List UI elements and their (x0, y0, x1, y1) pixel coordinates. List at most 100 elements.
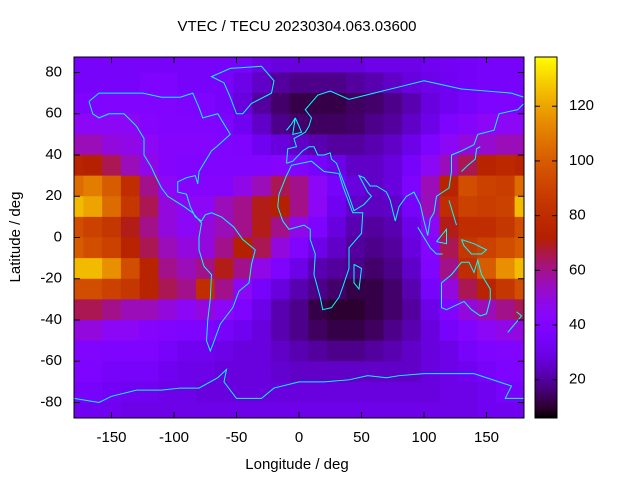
heat-cell (120, 278, 141, 300)
heat-cell (458, 361, 478, 383)
heat-cell (289, 237, 309, 259)
heat-cell (289, 57, 309, 73)
heat-cell (420, 340, 441, 362)
heat-cell (83, 216, 103, 238)
heat-cell (495, 278, 516, 300)
heat-cell (270, 361, 291, 383)
heat-cell (270, 278, 291, 300)
heat-cell (439, 299, 459, 321)
heat-cell (83, 57, 103, 73)
heat-cell (195, 320, 216, 342)
heat-cell (458, 72, 478, 94)
heat-cell (383, 278, 403, 300)
colorbar-tick-label: 60 (569, 261, 586, 278)
heat-cell (102, 216, 122, 238)
heat-cell (139, 237, 159, 259)
heat-cell (252, 278, 272, 300)
heat-cell (402, 57, 422, 73)
chart-title: VTEC / TECU 20230304.063.03600 (177, 18, 416, 35)
heat-cell (458, 320, 478, 342)
heat-cell (102, 402, 122, 418)
heat-cell (252, 381, 272, 404)
heat-cell (158, 402, 178, 418)
heat-cell (270, 216, 291, 238)
heat-cell (214, 299, 234, 321)
heat-cell (233, 134, 253, 156)
heat-cell (364, 361, 384, 383)
heat-cell (289, 278, 309, 300)
heat-cell (177, 72, 197, 94)
heat-cell (420, 196, 441, 218)
heat-cell (214, 237, 234, 259)
heat-cell (364, 216, 384, 238)
heat-cell (514, 216, 524, 238)
heat-cell (439, 258, 459, 280)
heat-cell (327, 216, 347, 238)
heat-cell (364, 154, 384, 177)
heat-cell (364, 320, 384, 342)
heat-cell (495, 72, 516, 94)
heat-cell (514, 340, 524, 362)
heat-cell (214, 402, 234, 418)
heat-cell (233, 258, 253, 280)
heat-cell (383, 154, 403, 177)
heat-cell (364, 237, 384, 259)
y-tick-label: 0 (54, 228, 62, 245)
heat-cell (195, 72, 216, 94)
heat-cell (383, 299, 403, 321)
heat-cell (458, 216, 478, 238)
heat-cell (158, 196, 178, 218)
heat-cell (102, 278, 122, 300)
y-tick-label: -60 (40, 352, 62, 369)
heat-cell (139, 299, 159, 321)
heat-cell (252, 57, 272, 73)
heat-cell (308, 361, 328, 383)
heat-cell (233, 113, 253, 135)
heat-cell (158, 381, 178, 404)
heat-cell (514, 113, 524, 135)
heat-cell (514, 196, 524, 218)
heat-cell (233, 216, 253, 238)
heat-cell (439, 361, 459, 383)
heat-cell (102, 381, 122, 404)
heat-cell (74, 134, 84, 156)
heat-cell (345, 299, 366, 321)
heat-cell (252, 340, 272, 362)
heat-cell (420, 175, 441, 197)
heat-cell (214, 258, 234, 280)
heat-cell (74, 216, 84, 238)
heat-cell (252, 320, 272, 342)
heat-cell (252, 113, 272, 135)
heat-cell (195, 196, 216, 218)
heat-cell (383, 361, 403, 383)
heat-cell (327, 72, 347, 94)
heat-cell (158, 134, 178, 156)
heat-cell (345, 113, 366, 135)
heat-cell (195, 175, 216, 197)
heat-cell (289, 216, 309, 238)
heat-cell (214, 93, 234, 115)
heat-cell (383, 258, 403, 280)
heat-cell (308, 57, 328, 73)
heat-cell (345, 134, 366, 156)
heat-cell (514, 258, 524, 280)
heat-cell (158, 113, 178, 135)
heat-cell (177, 175, 197, 197)
heat-cell (345, 320, 366, 342)
heat-cell (74, 320, 84, 342)
heat-cell (177, 258, 197, 280)
heat-cell (420, 134, 441, 156)
heat-cell (139, 72, 159, 94)
heat-cell (177, 57, 197, 73)
heat-cell (477, 154, 497, 177)
heat-cell (364, 93, 384, 115)
heatmap (74, 57, 524, 418)
heat-cell (364, 381, 384, 404)
y-tick-label: -20 (40, 270, 62, 287)
heat-cell (252, 299, 272, 321)
heat-cell (308, 381, 328, 404)
colorbar-tick-label: 20 (569, 371, 586, 388)
heat-cell (139, 381, 159, 404)
heat-cell (139, 340, 159, 362)
heat-cell (495, 340, 516, 362)
